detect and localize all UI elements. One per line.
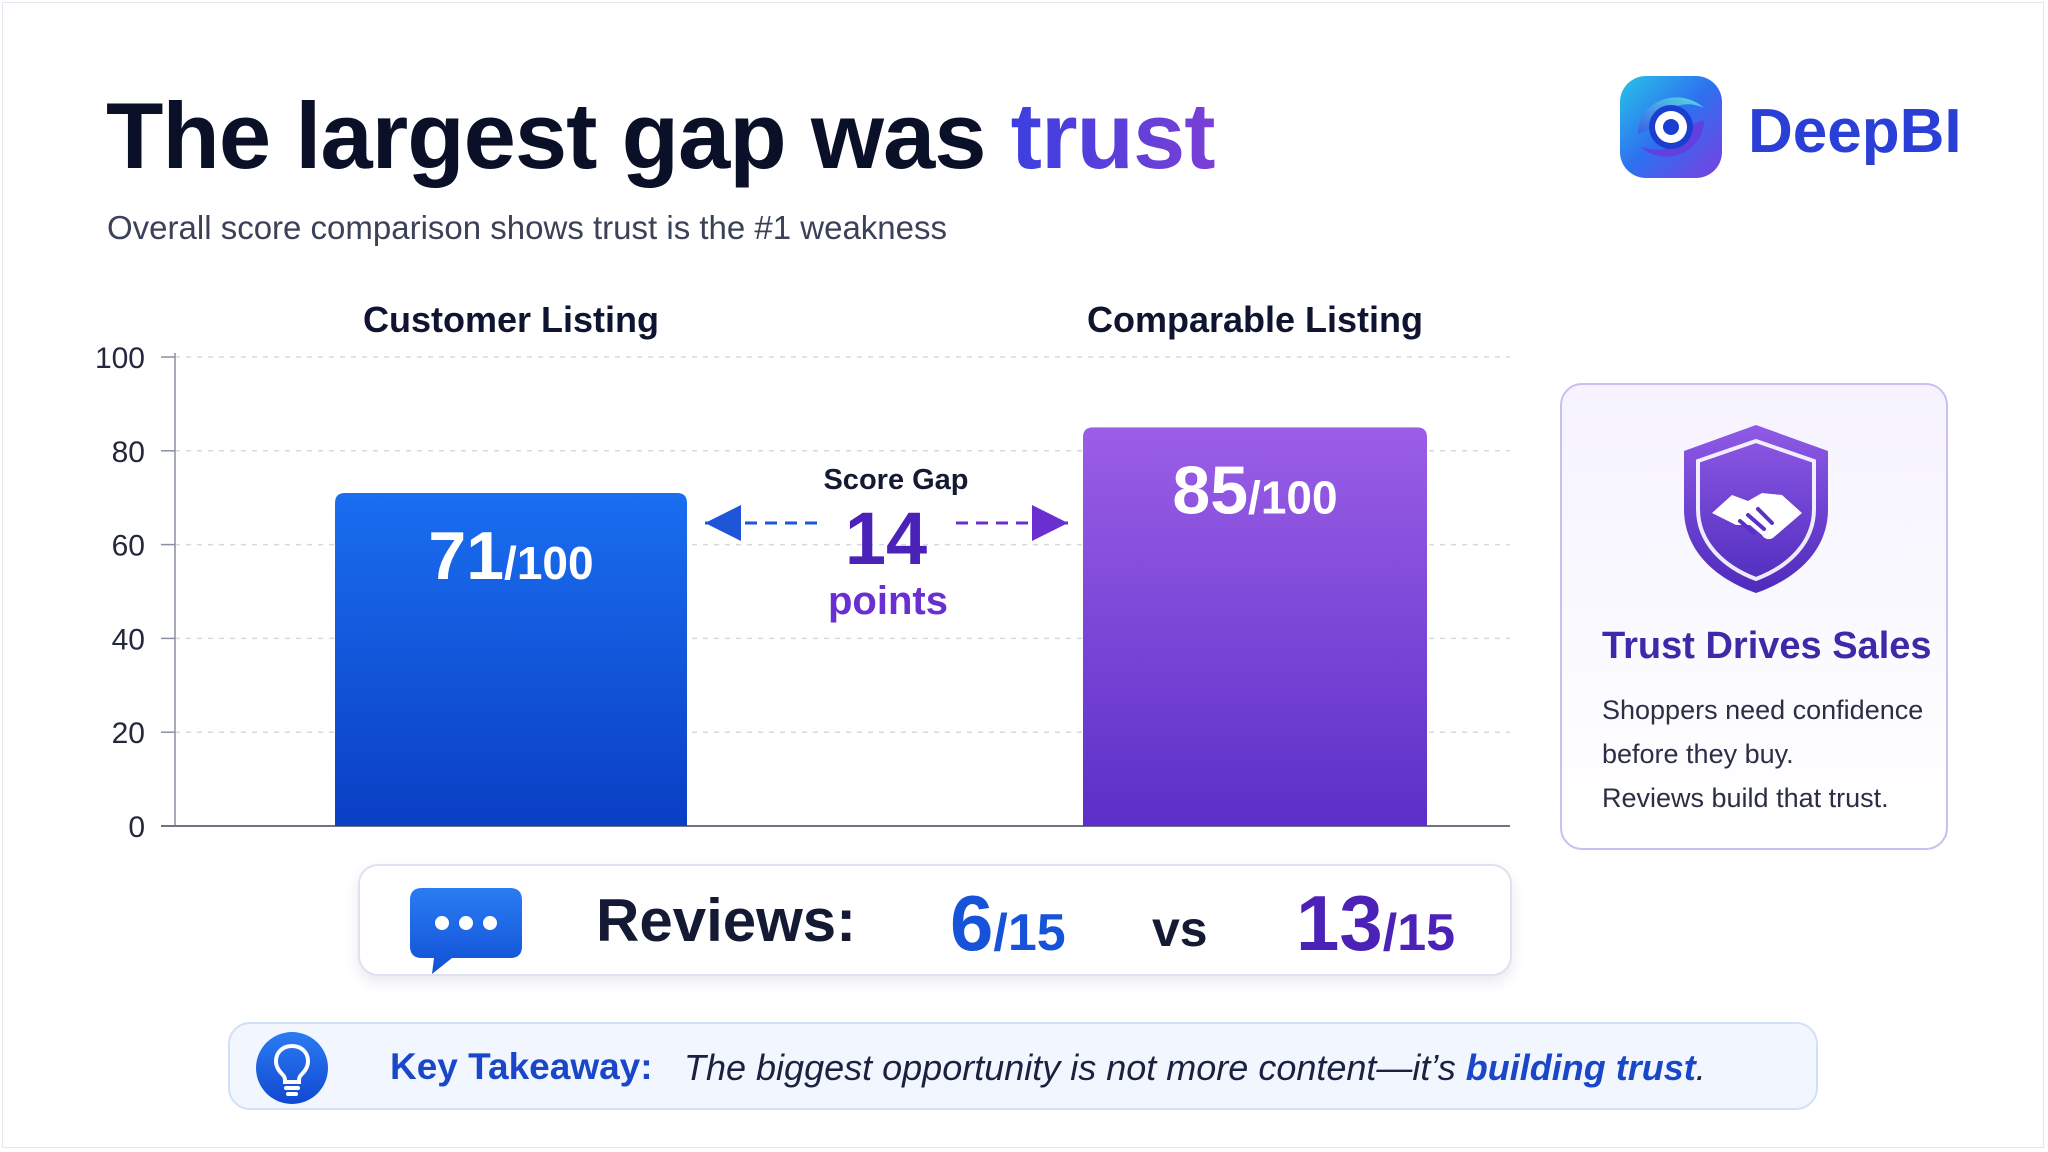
chart-labels: Customer Listing 71/100 Comparable Listing… — [363, 299, 1423, 594]
trust-card-line: Reviews build that trust. — [1602, 783, 1889, 813]
reviews-comparable-value: 13 — [1296, 879, 1383, 967]
bar-value-total: /100 — [504, 537, 594, 589]
deepbi-logo-icon — [1620, 76, 1722, 178]
trust-card-line: before they buy. — [1602, 739, 1794, 769]
trust-card-line: Shoppers need confidence — [1602, 695, 1924, 725]
takeaway-text: The biggest opportunity is not more cont… — [684, 1047, 1706, 1089]
reviews-vs: vs — [1152, 901, 1208, 957]
page-title: The largest gap was trust — [106, 82, 1216, 190]
takeaway-emphasis: building trust — [1465, 1047, 1696, 1088]
brand: DeepBI — [1618, 74, 2018, 184]
gap-label: Score Gap — [823, 464, 968, 496]
gap-unit: points — [828, 579, 948, 623]
reviews-customer-total: /15 — [993, 904, 1066, 962]
bar — [1083, 427, 1427, 826]
reviews-customer-score: 6/15 — [950, 878, 1066, 969]
bar-value-number: 85 — [1172, 452, 1248, 528]
y-tick-label: 100 — [95, 342, 145, 375]
bar-value-number: 71 — [428, 518, 504, 594]
gap-value: 14 — [845, 497, 927, 580]
score-gap-annotation: Score Gap 14 points — [705, 464, 1068, 623]
shield-handshake-icon — [1684, 425, 1828, 593]
takeaway-text-start: The biggest opportunity is not more cont… — [684, 1047, 1466, 1088]
trust-card: Trust Drives Sales Shoppers need confide… — [1560, 383, 1948, 850]
category-label: Comparable Listing — [1087, 299, 1423, 340]
y-tick-label: 60 — [112, 530, 145, 563]
title-accent: trust — [1010, 83, 1216, 188]
reviews-customer-value: 6 — [950, 879, 994, 967]
y-tick-label: 20 — [112, 717, 145, 750]
reviews-label: Reviews: — [596, 887, 857, 954]
bar-value-total: /100 — [1248, 471, 1338, 523]
reviews-comparison: Reviews: 6/15 vs 13/15 — [358, 864, 1512, 976]
reviews-comparable-total: /15 — [1382, 904, 1456, 962]
trust-card-title: Trust Drives Sales — [1602, 625, 1932, 667]
y-tick-label: 40 — [112, 623, 145, 656]
y-tick-label: 80 — [112, 436, 145, 469]
title-main: The largest gap was — [106, 83, 987, 188]
chart-bars — [335, 427, 1427, 826]
takeaway-text-end: . — [1695, 1047, 1706, 1088]
bar-value-label: 85/100 — [1172, 452, 1337, 528]
key-takeaway-banner: Key Takeaway: The biggest opportunity is… — [228, 1022, 1818, 1110]
category-label: Customer Listing — [363, 299, 659, 340]
lightbulb-icon — [256, 1032, 328, 1104]
chat-bubble-icon — [410, 888, 522, 974]
brand-name: DeepBI — [1748, 97, 1962, 166]
bar-value-label: 71/100 — [428, 518, 593, 594]
reviews-comparable-score: 13/15 — [1296, 878, 1455, 969]
takeaway-label: Key Takeaway: — [390, 1046, 653, 1087]
bar — [335, 493, 687, 826]
page-subtitle: Overall score comparison shows trust is … — [107, 209, 948, 246]
y-tick-label: 0 — [128, 811, 145, 844]
